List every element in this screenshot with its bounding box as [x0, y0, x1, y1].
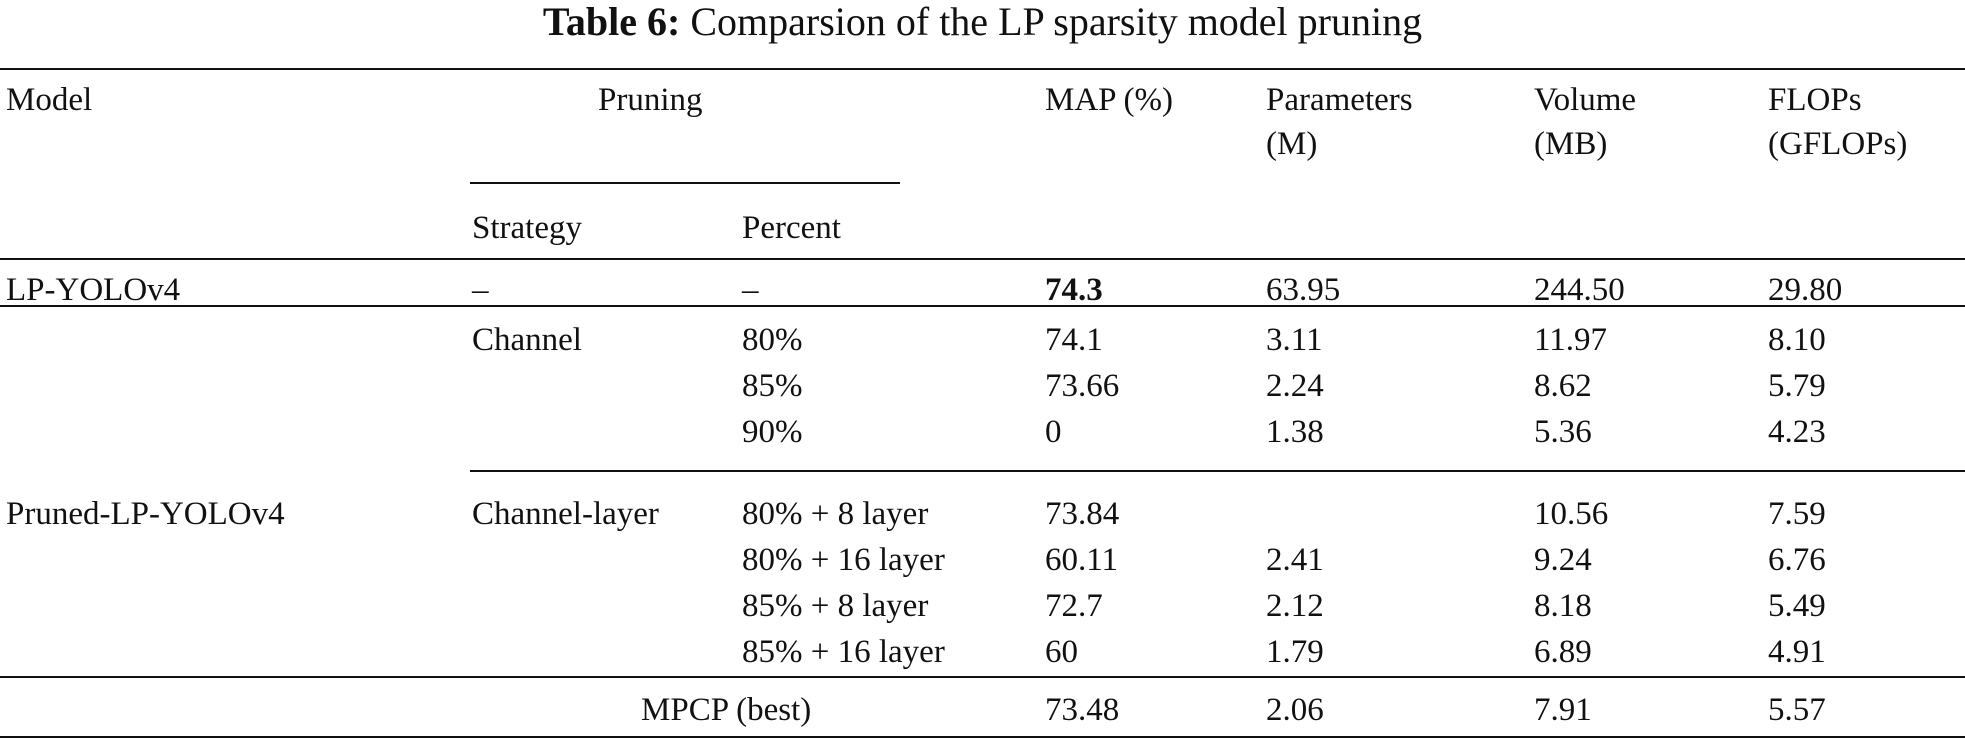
row-parameters: 3.11 [1266, 322, 1323, 358]
header-volume-line1: Volume [1534, 82, 1637, 118]
row-percent: 85% + 8 layer [742, 588, 929, 624]
table-label: Table 6: [542, 0, 681, 44]
strategy-divider-rule [470, 470, 1965, 472]
row-flops: 4.23 [1768, 414, 1826, 450]
header-flops-line1: FLOPs [1768, 82, 1862, 118]
row-parameters: 2.24 [1266, 368, 1324, 404]
table-caption: Table 6: Comparsion of the LP sparsity m… [0, 2, 1965, 42]
row-map: 73.66 [1045, 368, 1120, 404]
row-volume: 5.36 [1534, 414, 1592, 450]
row-volume: 11.97 [1534, 322, 1608, 358]
row-percent: 90% [742, 414, 803, 450]
row-percent: 80% [742, 322, 803, 358]
row-percent: 85% [742, 368, 803, 404]
row-flops: 6.76 [1768, 542, 1826, 578]
best-volume: 7.91 [1534, 692, 1592, 728]
header-model: Model [6, 82, 93, 118]
baseline-model: LP-YOLOv4 [6, 272, 181, 308]
row-map: 74.1 [1045, 322, 1103, 358]
row-flops: 5.79 [1768, 368, 1826, 404]
best-top-rule [0, 676, 1965, 678]
row-flops: 5.49 [1768, 588, 1826, 624]
header-pruning: Pruning [598, 82, 703, 118]
row-map: 0 [1045, 414, 1062, 450]
header-bottom-rule [0, 258, 1965, 260]
row-volume: 9.24 [1534, 542, 1592, 578]
best-label: MPCP (best) [641, 692, 812, 728]
row-map: 60.11 [1045, 542, 1119, 578]
channel-strategy: Channel [472, 322, 582, 358]
table-caption-text: Comparsion of the LP sparsity model prun… [690, 0, 1423, 44]
row-volume: 6.89 [1534, 634, 1592, 670]
bottom-rule [0, 736, 1965, 738]
row-map: 73.84 [1045, 496, 1120, 532]
row-percent: 85% + 16 layer [742, 634, 945, 670]
row-percent: 80% + 8 layer [742, 496, 929, 532]
baseline-strategy: – [472, 272, 489, 308]
header-map: MAP (%) [1045, 82, 1174, 118]
row-volume: 10.56 [1534, 496, 1609, 532]
best-parameters: 2.06 [1266, 692, 1324, 728]
row-flops: 7.59 [1768, 496, 1826, 532]
header-strategy: Strategy [472, 210, 582, 246]
top-rule [0, 68, 1965, 70]
header-flops-line2: (GFLOPs) [1768, 126, 1908, 162]
header-volume-line2: (MB) [1534, 126, 1608, 162]
baseline-underline [0, 305, 1965, 307]
header-parameters-line1: Parameters [1266, 82, 1413, 118]
baseline-parameters: 63.95 [1266, 272, 1341, 308]
pruned-model: Pruned-LP-YOLOv4 [6, 496, 285, 532]
baseline-volume: 244.50 [1534, 272, 1625, 308]
baseline-percent: – [742, 272, 759, 308]
header-parameters-line2: (M) [1266, 126, 1318, 162]
baseline-flops: 29.80 [1768, 272, 1843, 308]
row-volume: 8.62 [1534, 368, 1592, 404]
row-flops: 8.10 [1768, 322, 1826, 358]
row-flops: 4.91 [1768, 634, 1826, 670]
row-parameters: 2.41 [1266, 542, 1324, 578]
best-flops: 5.57 [1768, 692, 1826, 728]
row-parameters: 1.79 [1266, 634, 1324, 670]
row-map: 72.7 [1045, 588, 1103, 624]
row-percent: 80% + 16 layer [742, 542, 945, 578]
baseline-map: 74.3 [1045, 272, 1103, 308]
row-map: 60 [1045, 634, 1078, 670]
row-parameters: 2.12 [1266, 588, 1324, 624]
header-percent: Percent [742, 210, 841, 246]
pruning-underline [470, 182, 900, 184]
row-volume: 8.18 [1534, 588, 1592, 624]
best-map: 73.48 [1045, 692, 1120, 728]
row-parameters: 1.38 [1266, 414, 1324, 450]
channel-layer-strategy: Channel-layer [472, 496, 659, 532]
